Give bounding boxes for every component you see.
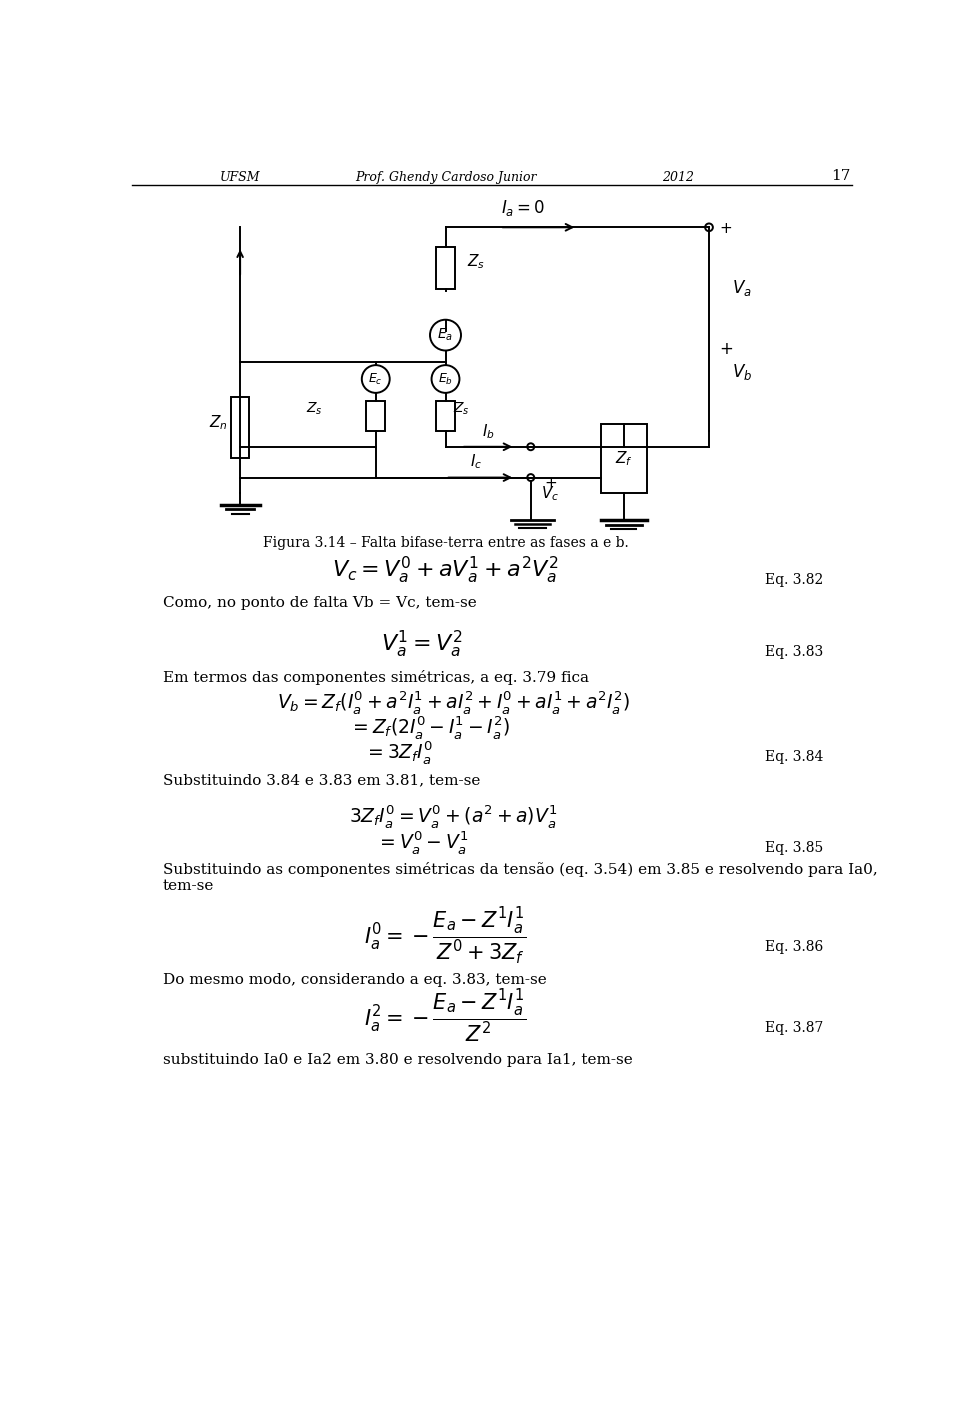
- Text: $Z_s$: $Z_s$: [306, 400, 323, 417]
- Text: Como, no ponto de falta Vb = Vc, tem-se: Como, no ponto de falta Vb = Vc, tem-se: [162, 596, 476, 610]
- Text: Eq. 3.86: Eq. 3.86: [765, 940, 824, 954]
- Text: Do mesmo modo, considerando a eq. 3.83, tem-se: Do mesmo modo, considerando a eq. 3.83, …: [162, 974, 546, 988]
- Text: $Z_n$: $Z_n$: [209, 414, 228, 432]
- Text: $I_a^0 = -\dfrac{E_a - Z^1 I_a^1}{Z^0 + 3Z_f}$: $I_a^0 = -\dfrac{E_a - Z^1 I_a^1}{Z^0 + …: [364, 906, 527, 966]
- Text: 17: 17: [831, 168, 851, 182]
- Text: $= 3Z_f I_a^0$: $= 3Z_f I_a^0$: [365, 739, 434, 766]
- Text: $I_a = 0$: $I_a = 0$: [501, 198, 545, 219]
- Text: $Z_s$: $Z_s$: [468, 252, 486, 270]
- Text: $V_a^1 = V_a^2$: $V_a^1 = V_a^2$: [381, 629, 463, 660]
- Text: Eq. 3.85: Eq. 3.85: [765, 841, 824, 855]
- Text: $V_c$: $V_c$: [541, 485, 559, 503]
- Text: $I_c$: $I_c$: [470, 452, 483, 472]
- Text: $Z_f$: $Z_f$: [614, 449, 633, 468]
- Text: Eq. 3.83: Eq. 3.83: [765, 646, 824, 660]
- Text: $I_b$: $I_b$: [482, 422, 494, 441]
- Text: $+$: $+$: [543, 476, 557, 490]
- Bar: [367, 400, 385, 431]
- Text: $E_c$: $E_c$: [369, 372, 383, 387]
- Bar: [230, 397, 250, 458]
- Text: Substituindo as componentes simétricas da tensão (eq. 3.54) em 3.85 e resolvendo: Substituindo as componentes simétricas d…: [162, 862, 877, 877]
- Text: $Z_s$: $Z_s$: [453, 400, 470, 417]
- Text: $+$: $+$: [719, 342, 733, 359]
- Bar: [601, 424, 647, 493]
- Text: $V_b$: $V_b$: [732, 363, 753, 383]
- Text: $= Z_f(2I_a^0 - I_a^1 - I_a^2)$: $= Z_f(2I_a^0 - I_a^1 - I_a^2)$: [349, 715, 511, 742]
- Text: $V_c = V_a^0 + aV_a^1 + a^2V_a^2$: $V_c = V_a^0 + aV_a^1 + a^2V_a^2$: [332, 555, 559, 586]
- Text: substituindo Ia0 e Ia2 em 3.80 e resolvendo para Ia1, tem-se: substituindo Ia0 e Ia2 em 3.80 e resolve…: [162, 1053, 633, 1067]
- Text: $V_a$: $V_a$: [732, 278, 752, 298]
- Text: Eq. 3.84: Eq. 3.84: [765, 750, 824, 764]
- Text: $E_a$: $E_a$: [438, 326, 453, 343]
- Text: Eq. 3.82: Eq. 3.82: [765, 572, 824, 586]
- Text: $3Z_f I_a^0 = V_a^0 + (a^2 + a)V_a^1$: $3Z_f I_a^0 = V_a^0 + (a^2 + a)V_a^1$: [349, 803, 558, 829]
- Text: 2012: 2012: [662, 171, 694, 184]
- Text: tem-se: tem-se: [162, 879, 214, 893]
- Text: Em termos das componentes simétricas, a eq. 3.79 fica: Em termos das componentes simétricas, a …: [162, 670, 588, 685]
- Text: Substituindo 3.84 e 3.83 em 3.81, tem-se: Substituindo 3.84 e 3.83 em 3.81, tem-se: [162, 773, 480, 787]
- Text: $V_b = Z_f(I_a^0 + a^2I_a^1 + aI_a^2 + I_a^0 + aI_a^1 + a^2I_a^2)$: $V_b = Z_f(I_a^0 + a^2I_a^1 + aI_a^2 + I…: [276, 690, 630, 716]
- Text: Figura 3.14 – Falta bifase-terra entre as fases a e b.: Figura 3.14 – Falta bifase-terra entre a…: [263, 536, 629, 550]
- Text: $I_a^2 = -\dfrac{E_a - Z^1 I_a^1}{Z^2}$: $I_a^2 = -\dfrac{E_a - Z^1 I_a^1}{Z^2}$: [364, 988, 527, 1046]
- Text: Prof. Ghendy Cardoso Junior: Prof. Ghendy Cardoso Junior: [355, 171, 537, 184]
- Text: $+$: $+$: [719, 222, 732, 236]
- Text: UFSM: UFSM: [220, 171, 260, 184]
- Text: Eq. 3.87: Eq. 3.87: [765, 1022, 824, 1034]
- Bar: [436, 246, 455, 288]
- Text: $= V_a^0 - V_a^1$: $= V_a^0 - V_a^1$: [376, 829, 468, 856]
- Text: $E_b$: $E_b$: [438, 372, 453, 387]
- Bar: [436, 400, 455, 431]
